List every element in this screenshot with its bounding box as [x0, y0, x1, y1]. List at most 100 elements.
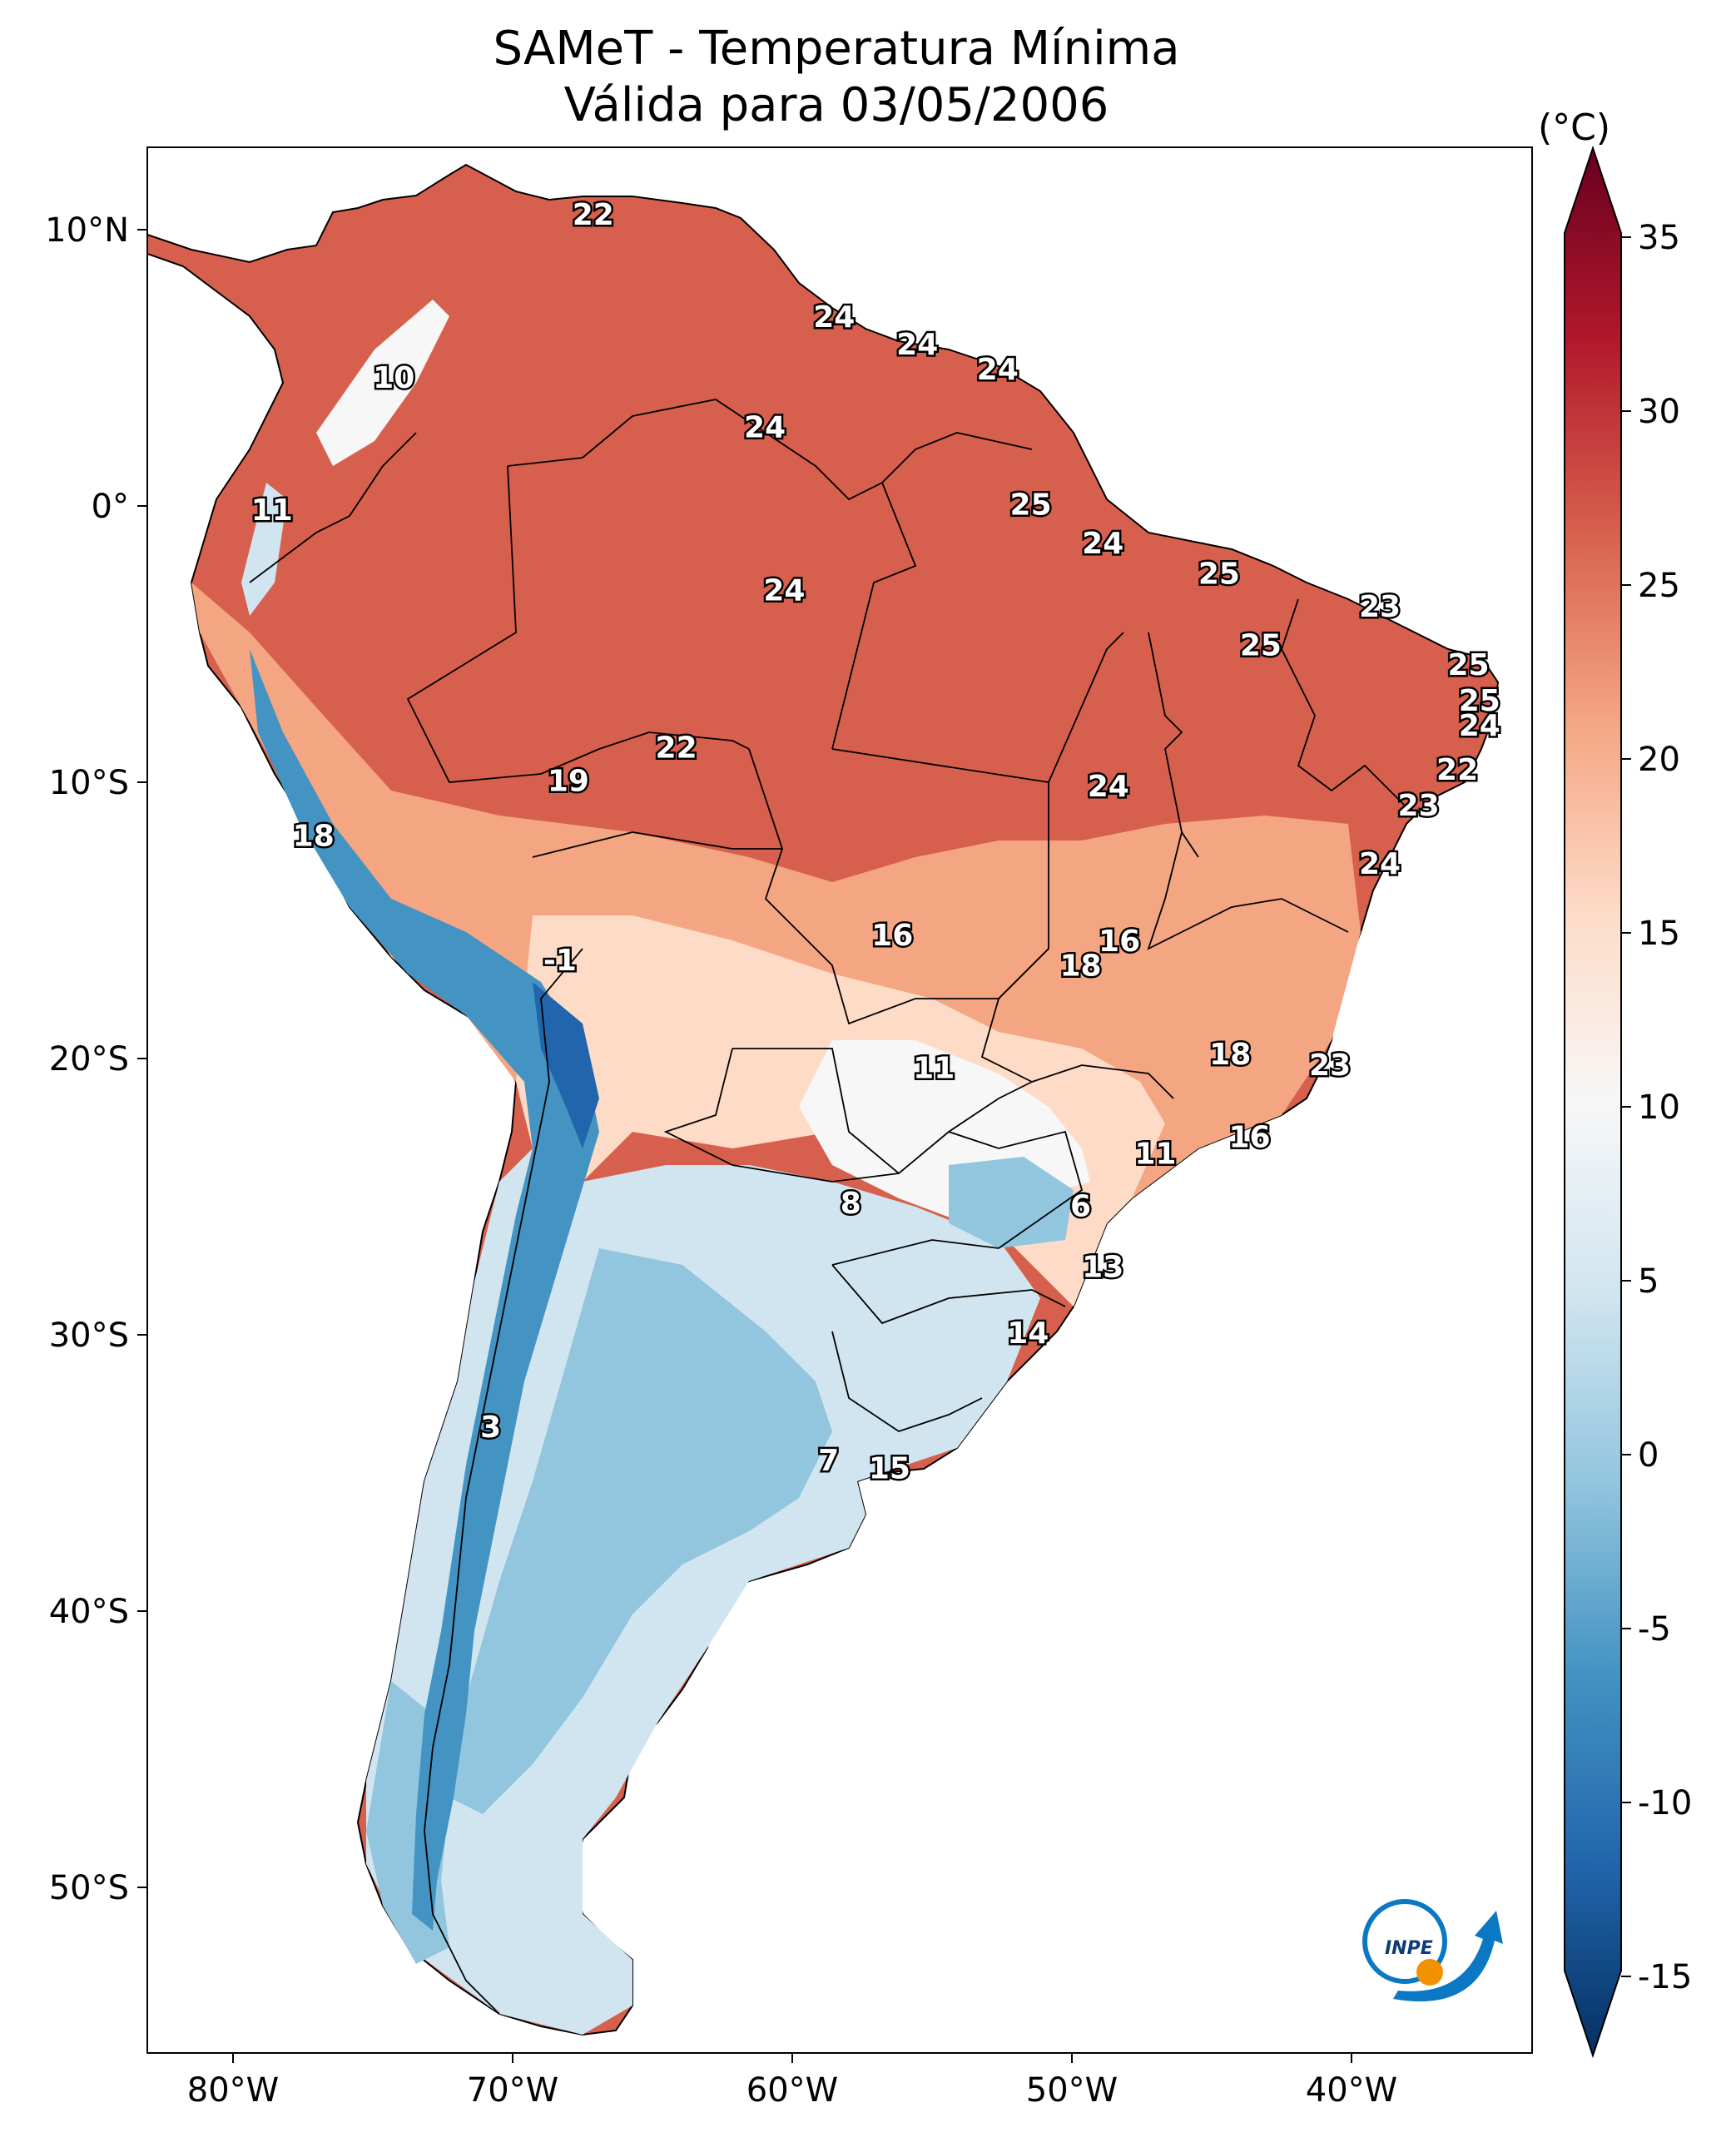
colombia-highlands	[316, 300, 449, 466]
cb-tick-label: 10	[1638, 1088, 1680, 1127]
temperature-value-label: 25	[1447, 648, 1489, 682]
temperature-value-label: 7	[818, 1444, 839, 1478]
lon-tick-label: 40°W	[1306, 2071, 1397, 2110]
cb-tick-label: 30	[1638, 393, 1680, 431]
temperature-value-label: 24	[1459, 709, 1500, 743]
temperature-value-label: 23	[1309, 1049, 1351, 1083]
temperature-value-label: 25	[1240, 629, 1282, 663]
border-line	[406, 465, 750, 783]
temperature-value-label: 6	[1070, 1189, 1091, 1223]
map-title: SAMeT - Temperatura Mínima	[493, 22, 1180, 76]
cb-tick-label: -10	[1638, 1784, 1692, 1822]
border-line	[507, 399, 1033, 501]
temperature-value-label: 18	[1059, 950, 1101, 984]
andes-cold-band	[250, 649, 599, 1931]
temperature-value-label: -1	[543, 944, 577, 978]
inpe-logo: INPE	[1362, 1899, 1503, 2002]
temperature-value-label: 18	[1209, 1038, 1251, 1072]
cb-tick-label: -15	[1638, 1958, 1692, 1996]
temperature-value-label: 24	[1082, 527, 1123, 561]
zone-cold-south-brazil	[949, 1157, 1074, 1248]
colorbar-unit: (°C)	[1538, 107, 1611, 149]
altiplano-frigid	[533, 982, 599, 1148]
colorbar-ticks: 35 30 25 20 15 10 5 0 -5 -10 -15	[1621, 219, 1692, 1996]
temperature-value-label: 16	[1099, 925, 1140, 959]
temperature-value-label: 23	[1398, 789, 1440, 823]
border-line	[1281, 598, 1416, 816]
border-line	[1147, 831, 1349, 950]
ecuador-highlands	[241, 483, 287, 616]
lat-tick-label: 30°S	[49, 1316, 129, 1355]
logo-ring	[1362, 1899, 1447, 1984]
temperature-value-label: 15	[869, 1452, 910, 1486]
temperature-value-label: 10	[373, 361, 414, 395]
temperature-value-label: 11	[1134, 1137, 1176, 1171]
temperature-value-label: 14	[1007, 1316, 1049, 1351]
temperature-value-label: 24	[977, 353, 1019, 387]
logo-swoosh	[1393, 1911, 1503, 2002]
border-line	[748, 748, 1049, 1025]
border-line	[1148, 632, 1199, 858]
temperature-value-label: 25	[1459, 684, 1500, 718]
logo-dot	[1416, 1959, 1443, 1986]
zone-cool	[366, 1148, 1040, 2035]
temperature-value-label: 24	[763, 573, 805, 607]
temperature-value-label: 24	[813, 300, 855, 335]
temperature-value-label: 19	[548, 764, 589, 798]
temperature-value-label: 13	[1082, 1250, 1123, 1284]
cb-tick-label: 5	[1638, 1262, 1659, 1301]
temperature-value-label: 11	[913, 1052, 955, 1086]
border-line	[424, 948, 583, 2015]
lon-tick-label: 50°W	[1026, 2071, 1118, 2110]
map-subtitle: Válida para 03/05/2006	[563, 78, 1109, 132]
latitude-axis: 10°N 0° 10°S 20°S 30°S 40°S 50°S	[45, 211, 147, 1907]
temperature-value-label: 16	[871, 919, 913, 953]
cb-tick-label: 0	[1638, 1436, 1659, 1475]
logo-text: INPE	[1385, 1938, 1433, 1959]
temperature-value-label: 18	[293, 820, 335, 854]
temperature-value-label: 24	[1088, 770, 1129, 804]
temperature-value-label: 24	[1359, 847, 1401, 881]
lon-tick-label: 80°W	[187, 2071, 279, 2110]
cb-tick-label: 15	[1638, 915, 1680, 953]
border-line	[1048, 632, 1124, 783]
border-line	[831, 1331, 983, 1432]
temperature-value-label: 25	[1010, 488, 1052, 522]
border-line	[831, 1264, 1066, 1325]
colorbar: 35 30 25 20 15 10 5 0 -5 -10 -15	[1564, 145, 1692, 2059]
temperature-value-label: 16	[1228, 1121, 1270, 1155]
lat-tick-label: 0°	[92, 488, 129, 526]
temperature-value-label: 22	[1436, 753, 1478, 787]
lon-tick-label: 60°W	[746, 2071, 838, 2110]
zone-warm	[191, 583, 1361, 1198]
country-borders	[249, 399, 1416, 2015]
temperature-value-label: 24	[896, 328, 938, 362]
lat-tick-label: 50°S	[49, 1869, 129, 1907]
border-line	[831, 1130, 1084, 1266]
border-line	[1031, 1064, 1174, 1099]
border-line	[249, 432, 417, 583]
temperature-value-label: 23	[1359, 590, 1401, 624]
lat-tick-label: 40°S	[49, 1593, 129, 1631]
lon-tick-label: 70°W	[467, 2071, 558, 2110]
lat-tick-label: 10°N	[45, 211, 129, 250]
temperature-value-label: 8	[841, 1187, 861, 1221]
zone-cold	[449, 1248, 832, 1814]
map-border	[146, 146, 1533, 2054]
border-line	[980, 948, 1049, 1083]
border-line	[532, 831, 782, 858]
temperature-value-label: 25	[1198, 557, 1240, 591]
cb-tick-label: -5	[1638, 1610, 1671, 1649]
cb-tick-label: 20	[1638, 741, 1680, 779]
map-layer	[147, 163, 1500, 2036]
cb-tick-label: 35	[1638, 219, 1680, 257]
cb-tick-label: 25	[1638, 567, 1680, 605]
lat-tick-label: 10°S	[49, 764, 129, 802]
temperature-value-label: 11	[251, 493, 293, 528]
lat-tick-label: 20°S	[49, 1040, 129, 1078]
longitude-axis: 80°W 70°W 60°W 50°W 40°W	[187, 2053, 1397, 2110]
colorbar-body	[1564, 145, 1622, 2059]
temperature-value-label: 22	[656, 731, 697, 766]
